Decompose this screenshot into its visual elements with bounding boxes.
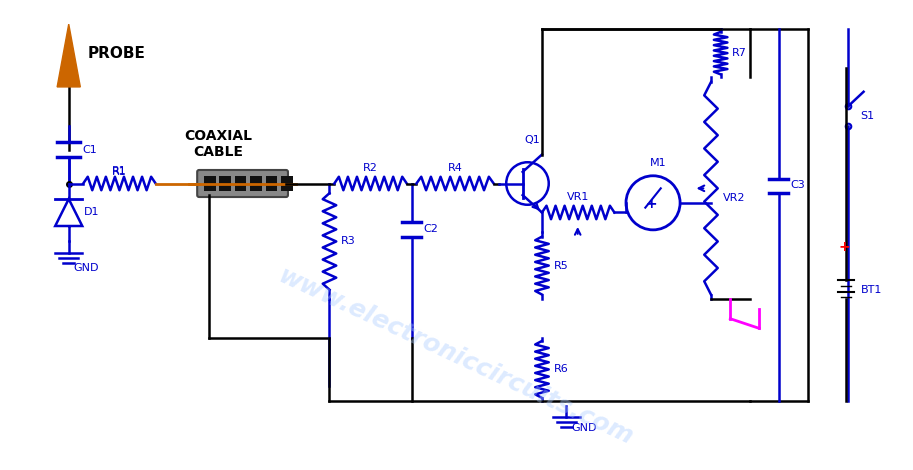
Text: Q1: Q1 xyxy=(524,135,540,145)
Text: R4: R4 xyxy=(447,163,463,173)
Bar xyxy=(250,176,262,191)
Text: GND: GND xyxy=(571,423,596,433)
Bar xyxy=(204,176,215,191)
Text: R7: R7 xyxy=(732,48,747,58)
Text: BT1: BT1 xyxy=(861,285,882,295)
Text: R3: R3 xyxy=(341,236,356,246)
Text: GND: GND xyxy=(74,264,100,274)
Text: R1: R1 xyxy=(112,166,127,176)
Text: R5: R5 xyxy=(553,260,568,271)
Text: +: + xyxy=(838,240,850,254)
Text: R1: R1 xyxy=(112,167,127,177)
Polygon shape xyxy=(55,199,82,226)
Text: R6: R6 xyxy=(553,364,568,375)
Text: C1: C1 xyxy=(82,145,97,155)
Bar xyxy=(235,176,247,191)
Text: CABLE: CABLE xyxy=(194,145,244,159)
Text: VR1: VR1 xyxy=(567,192,590,202)
Text: S1: S1 xyxy=(861,111,875,121)
Text: VR2: VR2 xyxy=(722,193,745,203)
Text: C3: C3 xyxy=(790,180,805,190)
FancyBboxPatch shape xyxy=(197,170,288,197)
Bar xyxy=(266,176,278,191)
Text: M1: M1 xyxy=(649,158,666,168)
Bar xyxy=(281,176,293,191)
Bar xyxy=(219,176,231,191)
Text: PROBE: PROBE xyxy=(88,46,146,61)
Text: www.electroniccircuits.com: www.electroniccircuits.com xyxy=(275,264,637,450)
Text: D1: D1 xyxy=(84,207,100,218)
Text: C2: C2 xyxy=(424,224,438,234)
Text: R2: R2 xyxy=(363,163,378,173)
Text: +: + xyxy=(645,196,657,211)
Text: COAXIAL: COAXIAL xyxy=(184,129,252,143)
Polygon shape xyxy=(58,24,80,87)
